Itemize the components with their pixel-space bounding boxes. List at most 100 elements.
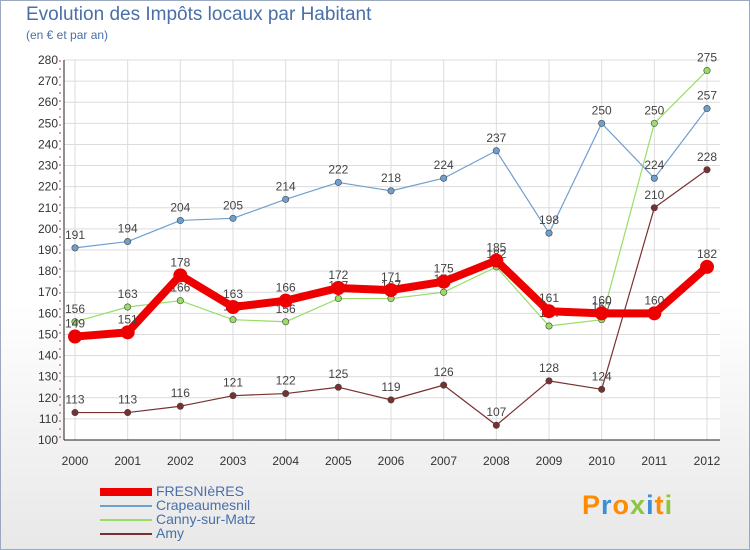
data-label: 224 — [434, 158, 454, 172]
legend-item: Crapeaumesnil — [100, 497, 360, 514]
data-point — [124, 409, 132, 417]
data-label: 214 — [276, 179, 296, 193]
x-tick-label: 2012 — [694, 454, 721, 468]
data-point — [542, 304, 556, 319]
data-point — [71, 244, 79, 252]
logo-letter: P — [582, 490, 602, 520]
legend-label: Canny-sur-Matz — [156, 511, 256, 527]
data-label: 124 — [592, 369, 612, 383]
data-label: 122 — [276, 374, 296, 388]
y-tick-label: 130 — [38, 370, 58, 384]
logo-letter: o — [612, 490, 631, 520]
data-label: 228 — [697, 150, 717, 164]
data-point — [278, 293, 293, 308]
logo-letter: x — [630, 490, 647, 520]
data-label: 126 — [434, 365, 454, 379]
data-label: 182 — [697, 247, 717, 261]
data-point — [68, 329, 82, 344]
data-point — [598, 119, 606, 127]
data-point — [703, 67, 711, 75]
data-label: 119 — [381, 380, 400, 394]
data-point — [282, 390, 290, 398]
data-point — [650, 119, 658, 127]
y-tick-label: 100 — [38, 433, 58, 447]
data-point — [598, 385, 606, 393]
x-tick-label: 2000 — [62, 454, 89, 468]
logo-letter: t — [654, 490, 665, 520]
data-point — [226, 300, 240, 314]
proxiti-logo: Proxiti — [582, 490, 673, 521]
y-tick-label: 170 — [38, 285, 58, 299]
logo-letter: i — [646, 490, 655, 520]
data-label: 149 — [65, 317, 85, 331]
data-label: 121 — [223, 376, 243, 390]
data-label: 160 — [592, 293, 612, 307]
data-label: 166 — [276, 281, 296, 295]
data-point — [545, 377, 553, 385]
data-label: 218 — [381, 171, 401, 185]
data-point — [229, 392, 237, 400]
y-tick-label: 180 — [38, 264, 58, 278]
data-label: 191 — [65, 228, 85, 242]
data-label: 250 — [592, 103, 612, 117]
data-point — [124, 303, 132, 311]
data-point — [489, 253, 504, 268]
data-point — [334, 383, 342, 391]
legend-item: Canny-sur-Matz — [100, 511, 360, 528]
data-label: 204 — [170, 200, 190, 214]
legend-swatch — [100, 505, 152, 507]
data-point — [282, 318, 290, 326]
data-label: 125 — [328, 367, 348, 381]
data-point — [334, 295, 342, 303]
data-point — [176, 216, 184, 224]
data-label: 172 — [328, 268, 348, 282]
y-tick-label: 200 — [38, 222, 58, 236]
x-tick-label: 2001 — [114, 454, 141, 468]
data-label: 107 — [486, 405, 506, 419]
data-label: 175 — [434, 262, 454, 276]
data-point — [492, 147, 500, 155]
data-label: 237 — [486, 131, 506, 145]
data-label: 161 — [539, 291, 559, 305]
data-point — [440, 288, 448, 296]
data-point — [334, 178, 342, 186]
y-tick-label: 210 — [38, 201, 58, 215]
x-tick-label: 2005 — [325, 454, 352, 468]
x-tick-label: 2009 — [536, 454, 563, 468]
y-tick-label: 160 — [38, 306, 58, 320]
data-point — [650, 204, 658, 212]
data-point — [229, 316, 237, 324]
data-label: 210 — [644, 188, 664, 202]
data-label: 113 — [65, 393, 84, 407]
y-tick-label: 230 — [38, 159, 58, 173]
y-tick-label: 120 — [38, 391, 58, 405]
data-label: 163 — [118, 287, 138, 301]
data-point — [436, 274, 451, 289]
data-point — [440, 381, 448, 389]
y-tick-label: 150 — [38, 327, 58, 341]
y-tick-label: 110 — [39, 412, 58, 426]
data-point — [176, 297, 184, 305]
legend-label: Amy — [156, 525, 184, 541]
x-tick-label: 2003 — [220, 454, 247, 468]
y-tick-label: 250 — [38, 116, 58, 130]
logo-letter: i — [664, 490, 674, 520]
x-tick-label: 2006 — [378, 454, 405, 468]
legend-swatch — [100, 533, 152, 535]
data-label: 194 — [118, 222, 138, 236]
x-tick-label: 2004 — [272, 454, 299, 468]
data-label: 275 — [697, 51, 717, 65]
legend-label: Crapeaumesnil — [156, 497, 251, 513]
data-point — [703, 166, 711, 174]
y-tick-label: 260 — [38, 95, 58, 109]
legend-swatch — [100, 519, 152, 521]
data-point — [124, 238, 132, 246]
data-point — [384, 283, 398, 298]
data-point — [71, 409, 79, 417]
data-point — [331, 281, 346, 295]
data-label: 205 — [223, 198, 243, 212]
data-label: 151 — [118, 312, 138, 326]
data-point — [594, 306, 609, 321]
y-tick-label: 270 — [38, 74, 58, 88]
